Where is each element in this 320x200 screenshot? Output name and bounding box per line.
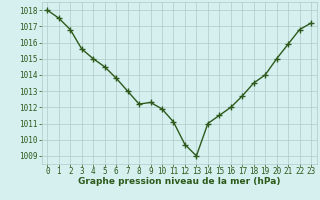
- X-axis label: Graphe pression niveau de la mer (hPa): Graphe pression niveau de la mer (hPa): [78, 177, 280, 186]
